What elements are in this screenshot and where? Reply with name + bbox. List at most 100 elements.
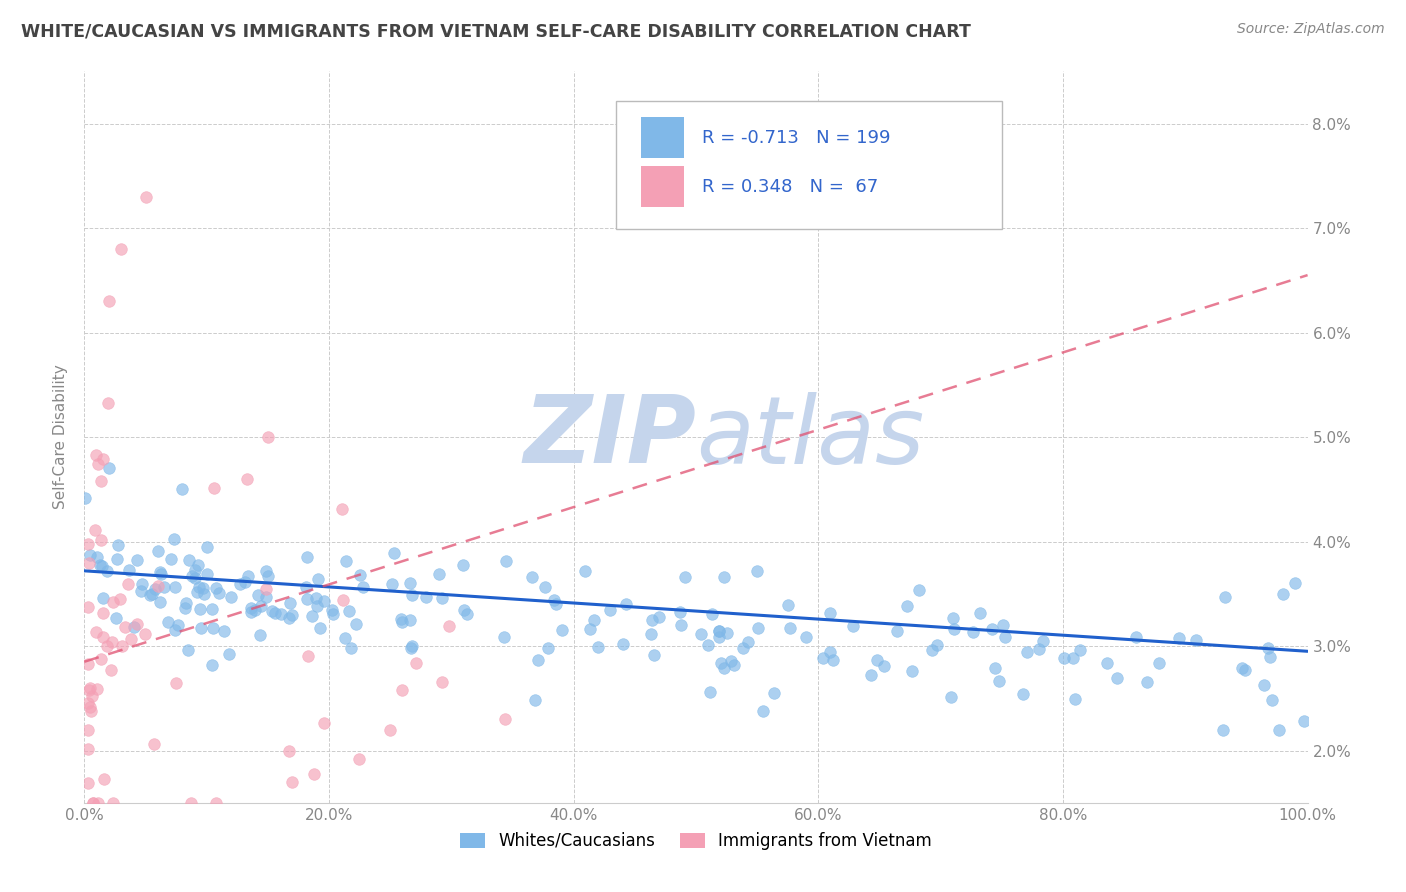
Point [90, 533, 112, 547]
Point [842, 619, 865, 633]
Point [456, 607, 478, 622]
Point [723, 658, 745, 673]
Point [697, 638, 720, 652]
Bar [641, 118, 683, 158]
Point [295, 591, 318, 606]
Point [79, 548, 101, 562]
Point [699, 685, 721, 699]
Point [77, 657, 100, 672]
Y-axis label: Self-Care Disability: Self-Care Disability [53, 365, 69, 509]
Point [616, 597, 638, 611]
Point [180, 568, 202, 582]
Point [1212, 723, 1234, 737]
Point [794, 630, 817, 644]
Point [901, 665, 924, 679]
Point [254, 591, 277, 605]
Point [93, 451, 115, 466]
Point [141, 587, 163, 601]
Point [100, 663, 122, 677]
Point [520, 570, 543, 584]
Point [707, 624, 730, 639]
Point [91, 630, 114, 644]
Point [149, 565, 172, 579]
Point [84, 624, 107, 639]
Point [921, 643, 943, 657]
Point [391, 615, 413, 630]
Point [1234, 663, 1257, 677]
Point [925, 638, 948, 652]
Point [534, 580, 557, 594]
Point [86, 796, 108, 810]
Point [301, 608, 323, 623]
Point [250, 599, 273, 613]
Point [150, 567, 173, 582]
Point [142, 737, 165, 751]
Point [111, 639, 134, 653]
Point [599, 603, 621, 617]
Point [551, 624, 574, 638]
Point [582, 613, 605, 627]
Point [174, 596, 197, 610]
Point [1184, 633, 1206, 648]
Point [886, 624, 908, 639]
Point [257, 430, 280, 444]
Point [720, 654, 742, 668]
Point [101, 796, 124, 810]
Point [82, 796, 104, 810]
Point [79, 681, 101, 695]
Point [180, 796, 202, 810]
Point [278, 596, 301, 610]
Point [1284, 576, 1306, 591]
Point [382, 546, 405, 560]
Point [297, 649, 319, 664]
Point [80, 689, 103, 703]
Point [1028, 641, 1050, 656]
Point [163, 532, 186, 546]
Point [332, 593, 354, 607]
Point [1272, 587, 1295, 601]
Point [139, 588, 162, 602]
Point [908, 583, 931, 598]
Point [527, 652, 550, 666]
Point [281, 607, 304, 622]
Point [873, 658, 896, 673]
Point [321, 602, 343, 616]
Point [105, 610, 128, 624]
Point [166, 618, 188, 632]
Text: R = 0.348   N =  67: R = 0.348 N = 67 [702, 178, 879, 195]
Point [97, 294, 120, 309]
Point [82, 796, 104, 810]
Point [713, 569, 735, 583]
Point [205, 796, 228, 810]
Point [669, 605, 692, 619]
Point [256, 582, 278, 596]
Point [612, 637, 634, 651]
Point [84, 448, 107, 462]
Point [90, 651, 112, 665]
Point [239, 606, 262, 620]
Point [305, 599, 328, 614]
Point [117, 577, 139, 591]
Point [77, 723, 100, 738]
Text: Source: ZipAtlas.com: Source: ZipAtlas.com [1237, 22, 1385, 37]
Point [214, 624, 236, 638]
Point [669, 618, 692, 632]
Point [1253, 678, 1275, 692]
Point [205, 581, 228, 595]
Point [437, 619, 460, 633]
Point [322, 607, 344, 622]
Point [187, 558, 209, 572]
Point [537, 640, 560, 655]
Point [401, 589, 423, 603]
Point [818, 645, 841, 659]
Point [380, 723, 402, 737]
Point [332, 501, 354, 516]
Point [176, 643, 198, 657]
Point [77, 696, 100, 710]
Point [823, 653, 845, 667]
Point [1292, 714, 1315, 728]
Point [427, 566, 450, 581]
Point [453, 603, 475, 617]
Point [994, 631, 1017, 645]
Point [105, 552, 128, 566]
